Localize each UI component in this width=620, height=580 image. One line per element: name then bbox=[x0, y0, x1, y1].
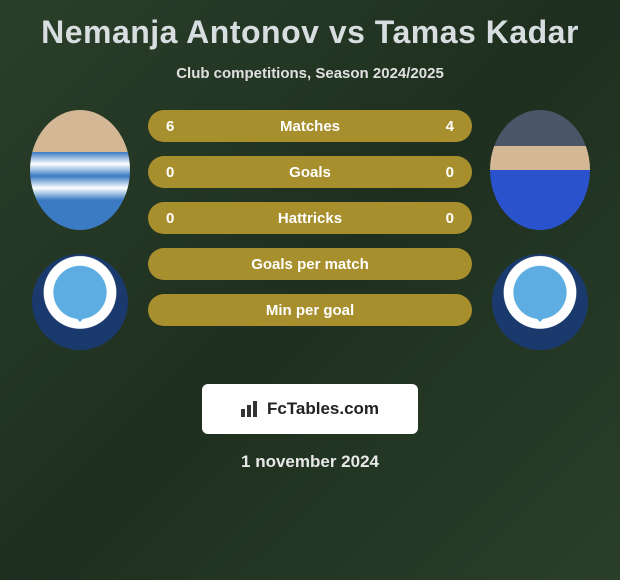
site-badge: FcTables.com bbox=[202, 384, 418, 434]
player-left-club-badge bbox=[32, 254, 128, 350]
stat-right-value: 4 bbox=[414, 118, 454, 135]
page-title: Nemanja Antonov vs Tamas Kadar bbox=[41, 14, 579, 51]
infographic-root: Nemanja Antonov vs Tamas Kadar Club comp… bbox=[0, 0, 620, 482]
comparison-row: 6Matches40Goals00Hattricks0Goals per mat… bbox=[0, 110, 620, 350]
stat-label: Matches bbox=[206, 118, 414, 135]
infographic-date: 1 november 2024 bbox=[241, 452, 379, 472]
stat-left-value: 6 bbox=[166, 118, 206, 135]
stats-column: 6Matches40Goals00Hattricks0Goals per mat… bbox=[140, 110, 480, 326]
right-player-col bbox=[480, 110, 600, 350]
player-left-avatar bbox=[30, 110, 130, 230]
chart-icon bbox=[241, 401, 261, 417]
stat-bar: 6Matches4 bbox=[148, 110, 472, 142]
stat-left-value: 0 bbox=[166, 210, 206, 227]
stat-left-value: 0 bbox=[166, 164, 206, 181]
player-right-avatar bbox=[490, 110, 590, 230]
stat-label: Hattricks bbox=[206, 210, 414, 227]
stat-label: Goals per match bbox=[206, 256, 414, 273]
stat-bar: 0Goals0 bbox=[148, 156, 472, 188]
player-right-club-badge bbox=[492, 254, 588, 350]
stat-label: Min per goal bbox=[206, 302, 414, 319]
stat-right-value: 0 bbox=[414, 164, 454, 181]
stat-bar: Goals per match bbox=[148, 248, 472, 280]
stat-bar: 0Hattricks0 bbox=[148, 202, 472, 234]
stat-right-value: 0 bbox=[414, 210, 454, 227]
left-player-col bbox=[20, 110, 140, 350]
season-subtitle: Club competitions, Season 2024/2025 bbox=[176, 65, 444, 82]
stat-label: Goals bbox=[206, 164, 414, 181]
site-name: FcTables.com bbox=[267, 399, 379, 419]
stat-bar: Min per goal bbox=[148, 294, 472, 326]
